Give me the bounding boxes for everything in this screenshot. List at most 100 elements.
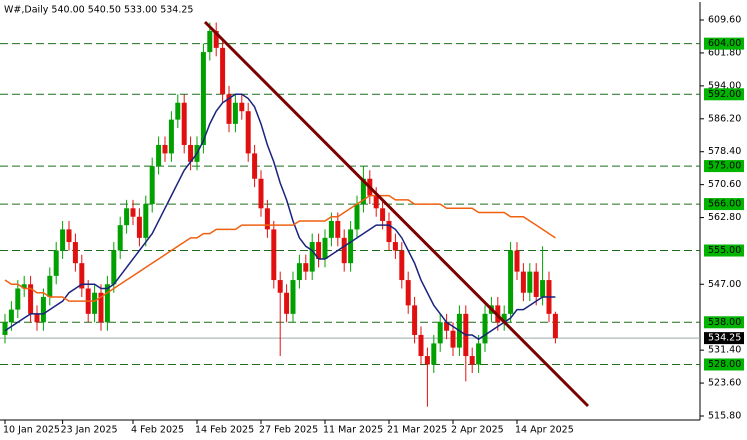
candle-body	[40, 296, 46, 323]
level-label-box	[704, 160, 744, 173]
x-tick-label: 11 Mar 2025	[323, 425, 383, 436]
candle-body	[533, 271, 539, 297]
candle-body	[47, 275, 53, 297]
candle-body	[386, 220, 392, 243]
trend-line	[203, 20, 590, 408]
candle-body	[162, 144, 168, 154]
candle-body	[399, 250, 405, 281]
candle-body	[482, 313, 488, 344]
x-tick-label: 2 Apr 2025	[451, 425, 504, 436]
level-label-box	[704, 198, 744, 211]
candle-body	[431, 343, 437, 365]
candle-body	[2, 322, 8, 335]
x-tick-label: 10 Jan 2025	[3, 425, 60, 436]
candle-body	[284, 292, 290, 314]
candle-body	[277, 280, 283, 293]
candle-body	[72, 242, 78, 264]
y-tick-label: 515.80	[708, 411, 741, 422]
candle-body	[322, 237, 328, 259]
chart-title: W#,Daily 540.00 540.50 533.00 534.25	[4, 5, 193, 16]
x-tick-label: 27 Feb 2025	[259, 425, 318, 436]
candle-body	[226, 94, 232, 124]
candle-body	[21, 284, 27, 289]
candle-body	[220, 47, 226, 95]
candle-body	[60, 229, 66, 251]
current-price-label: 534.25	[708, 333, 741, 344]
candle-body	[252, 153, 258, 179]
candle-body	[354, 204, 360, 230]
candle-body	[188, 144, 194, 162]
candle-body	[476, 343, 482, 365]
candle-body	[239, 102, 245, 112]
candle-body	[380, 208, 386, 221]
candle-body	[181, 102, 187, 145]
candle-body	[53, 250, 59, 276]
candle-body	[341, 237, 347, 264]
level-label: 566.00	[708, 199, 741, 210]
candle-body	[450, 330, 456, 348]
candle-body	[418, 334, 424, 357]
candle-body	[501, 313, 507, 323]
level-label: 575.00	[708, 161, 741, 172]
candle-body	[149, 166, 155, 205]
candle-body	[392, 242, 398, 251]
y-tick-label: 531.40	[708, 345, 741, 356]
level-label: 528.00	[708, 359, 741, 370]
moving-average	[4, 194, 556, 302]
level-label-box	[704, 244, 744, 257]
candle-body	[290, 280, 296, 314]
candle-body	[309, 242, 315, 272]
x-tick-label: 23 Jan 2025	[61, 425, 118, 436]
x-tick-label: 4 Feb 2025	[131, 425, 184, 436]
candle-body	[540, 280, 546, 297]
candle-body	[271, 229, 277, 281]
candle-body	[136, 216, 142, 238]
y-tick-label: 562.80	[708, 212, 741, 223]
level-label: 592.00	[708, 89, 741, 100]
candle-body	[303, 263, 309, 272]
level-label-box	[704, 88, 744, 101]
candle-body	[207, 30, 213, 53]
level-label: 538.00	[708, 317, 741, 328]
candle-body	[437, 322, 443, 344]
x-tick-label: 14 Apr 2025	[515, 425, 574, 436]
candle-body	[514, 250, 520, 272]
candle-body	[469, 356, 475, 365]
y-tick-label: 570.60	[708, 179, 741, 190]
candle-body	[117, 225, 123, 251]
candle-body	[104, 284, 110, 323]
candle-body	[15, 288, 21, 310]
candle-body	[92, 292, 98, 314]
candle-body	[444, 322, 450, 331]
candle-body	[264, 208, 270, 230]
candle-body	[552, 313, 558, 339]
candle-body	[156, 144, 162, 167]
candle-body	[348, 229, 354, 264]
candle-body	[335, 220, 341, 238]
y-tick-label: 586.20	[708, 113, 741, 124]
candle-body	[200, 52, 206, 145]
candle-body	[168, 119, 174, 154]
moving-average	[4, 93, 556, 341]
candle-body	[213, 30, 219, 48]
candle-body	[34, 313, 40, 323]
level-label-box	[704, 358, 744, 371]
candle-body	[296, 263, 302, 281]
candle-body	[245, 111, 251, 154]
candle-body	[328, 220, 334, 238]
candle-body	[520, 271, 526, 293]
x-tick-label: 14 Feb 2025	[195, 425, 254, 436]
y-tick-label: 601.80	[708, 47, 741, 58]
y-tick-label: 547.00	[708, 279, 741, 290]
y-tick-label: 578.40	[708, 146, 741, 157]
candle-body	[143, 204, 149, 238]
candle-body	[232, 102, 238, 124]
candle-body	[28, 284, 34, 314]
current-price-box	[704, 332, 744, 345]
candle-body	[508, 250, 514, 314]
candle-body	[405, 280, 411, 306]
candle-body	[66, 229, 72, 243]
y-tick-label: 594.00	[708, 80, 741, 91]
candle-body	[111, 250, 117, 285]
